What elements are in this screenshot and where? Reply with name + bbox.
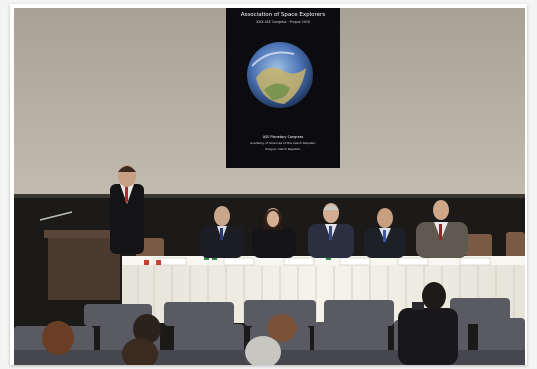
conference-photo: Association of Space Explorers XXIX ASE …: [14, 8, 525, 365]
name-cards: [153, 257, 491, 266]
panelist-2: [252, 208, 296, 258]
poster-footer-line1: ASE Planetary Congress: [263, 135, 304, 139]
conference-scene: Association of Space Explorers XXIX ASE …: [14, 8, 525, 365]
red-cups: [144, 260, 161, 265]
projected-poster: Association of Space Explorers XXIX ASE …: [226, 8, 340, 168]
panelist-5: [416, 200, 468, 258]
panelist-4: [364, 208, 406, 258]
lectern-microphone: [39, 211, 73, 221]
audience-member-with-camera: [398, 282, 458, 365]
screen-bottom-edge: [14, 194, 525, 198]
standing-speaker: [110, 165, 144, 254]
poster-footer-line3: Prague, Czech Republic: [265, 147, 301, 151]
earth-globe-icon: [247, 42, 313, 108]
poster-footer-line2: Academy of Sciences of the Czech Republi…: [250, 141, 316, 145]
poster-subtitle: XXIX ASE Congress · Prague 2016: [256, 20, 310, 24]
panelist-3: [308, 203, 354, 258]
panelist-1: [200, 206, 244, 258]
poster-title: Association of Space Explorers: [241, 12, 326, 18]
lectern: [39, 211, 124, 300]
audience-members: [42, 282, 458, 365]
